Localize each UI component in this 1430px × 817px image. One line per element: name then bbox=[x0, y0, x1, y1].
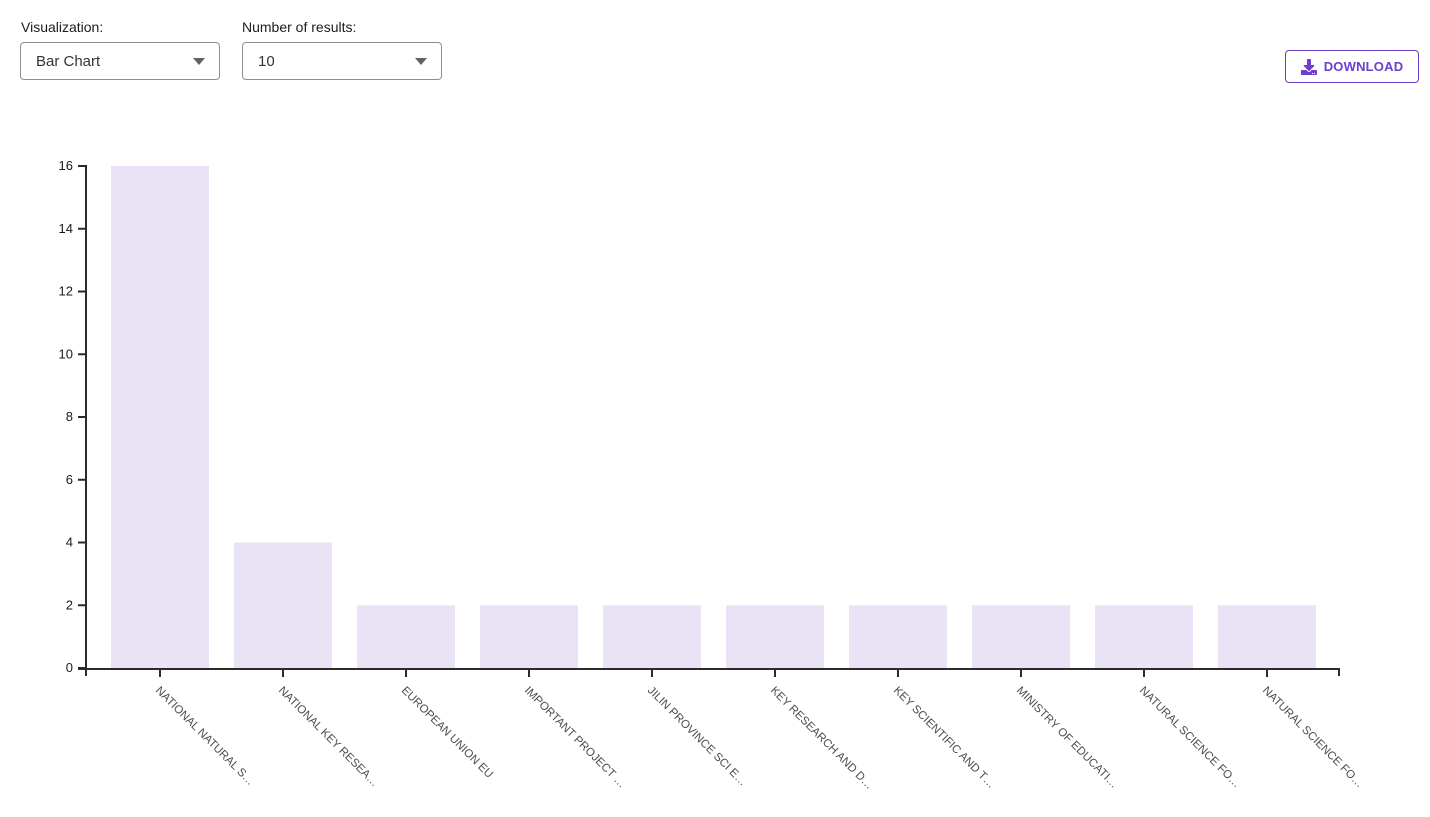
y-tick-label: 2 bbox=[66, 597, 73, 612]
visualization-select[interactable]: Bar Chart bbox=[20, 42, 220, 80]
download-button[interactable]: DOWNLOAD bbox=[1285, 50, 1419, 83]
bar bbox=[849, 605, 947, 668]
y-tick-label: 12 bbox=[59, 284, 73, 299]
results-count-select[interactable]: 10 bbox=[242, 42, 442, 80]
x-tick-label: NATURAL SCIENCE FO… bbox=[1260, 685, 1366, 791]
download-icon bbox=[1300, 58, 1317, 75]
bar bbox=[234, 542, 332, 668]
y-tick-label: 8 bbox=[66, 409, 73, 424]
x-tick-label: IMPORTANT PROJECT … bbox=[522, 685, 628, 791]
y-tick-label: 14 bbox=[59, 221, 73, 236]
download-button-label: DOWNLOAD bbox=[1323, 59, 1404, 74]
chevron-down-icon bbox=[193, 57, 205, 65]
results-count-label: Number of results: bbox=[242, 19, 357, 35]
y-tick-label: 16 bbox=[59, 158, 73, 173]
bar bbox=[357, 605, 455, 668]
results-count-select-value: 10 bbox=[258, 52, 275, 70]
x-tick-label: NATIONAL KEY RESEA… bbox=[276, 685, 381, 790]
chevron-down-icon bbox=[415, 57, 427, 65]
y-tick-label: 6 bbox=[66, 472, 73, 487]
x-tick-label: EUROPEAN UNION EU bbox=[399, 685, 495, 781]
bar bbox=[972, 605, 1070, 668]
visualization-label: Visualization: bbox=[21, 19, 104, 35]
bar bbox=[603, 605, 701, 668]
y-tick-label: 10 bbox=[59, 346, 73, 361]
bar bbox=[111, 166, 209, 668]
y-tick-label: 4 bbox=[66, 535, 73, 550]
x-tick-label: KEY SCIENTIFIC AND T… bbox=[891, 685, 997, 791]
bar bbox=[1095, 605, 1193, 668]
x-tick-label: NATIONAL NATURAL S… bbox=[153, 685, 256, 788]
bar bbox=[1218, 605, 1316, 668]
x-tick-label: KEY RESEARCH AND D… bbox=[768, 685, 875, 792]
x-tick-label: JILIN PROVINCE SCI E… bbox=[645, 685, 749, 789]
visualization-select-value: Bar Chart bbox=[36, 52, 101, 70]
bar bbox=[726, 605, 824, 668]
x-tick-label: NATURAL SCIENCE FO… bbox=[1137, 685, 1243, 791]
x-tick-label: MINISTRY OF EDUCATI… bbox=[1014, 685, 1120, 791]
bar bbox=[480, 605, 578, 668]
y-tick-label: 0 bbox=[66, 660, 73, 675]
